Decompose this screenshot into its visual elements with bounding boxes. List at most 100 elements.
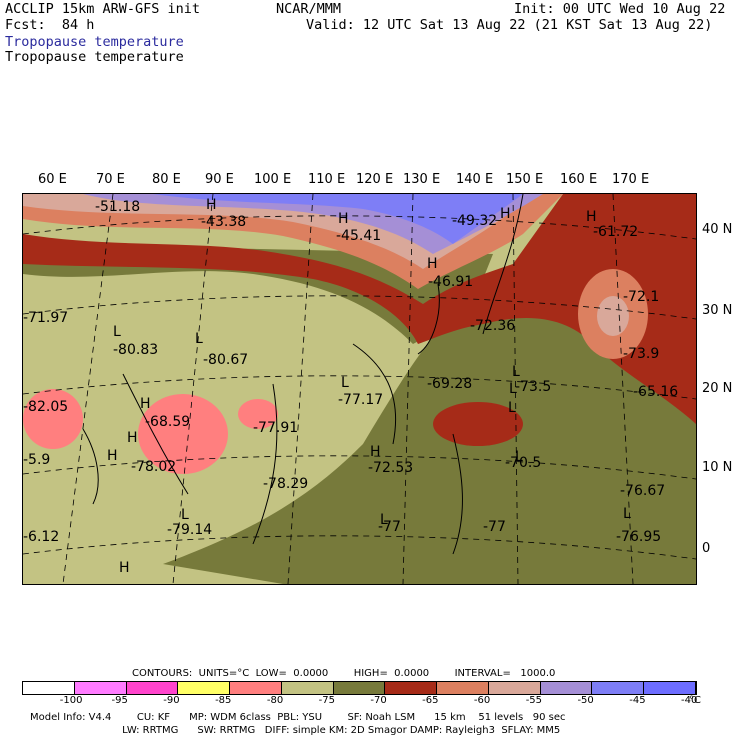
lon-label: 80 E bbox=[152, 172, 181, 187]
value-label: -72.36 bbox=[470, 318, 516, 334]
extremum-marker: L bbox=[515, 449, 523, 465]
colorbar-tick: -75 bbox=[318, 695, 335, 706]
value-label: -70.5 bbox=[505, 455, 542, 471]
colorbar-tick: -45 bbox=[629, 695, 646, 706]
value-label: -72.53 bbox=[368, 460, 414, 476]
extremum-marker: L bbox=[623, 506, 631, 522]
colorbar-tick: -50 bbox=[577, 695, 594, 706]
value-label: -73.9 bbox=[623, 346, 660, 362]
tropopause-temperature-map: -51.18 H -43.38 H -45.41 -49.32 H H -61.72 -46.91… bbox=[22, 193, 697, 585]
colorbar-swatch bbox=[644, 682, 696, 694]
model-title: ACCLIP 15km ARW-GFS init bbox=[5, 1, 201, 17]
colorbar-swatch bbox=[333, 682, 386, 694]
colorbar-swatch bbox=[281, 682, 334, 694]
value-label: -68.59 bbox=[145, 414, 191, 430]
colorbar-swatch bbox=[488, 682, 541, 694]
extremum-marker: L bbox=[508, 400, 516, 416]
lon-label: 140 E bbox=[456, 172, 494, 187]
colorbar-swatch bbox=[385, 682, 438, 694]
region-minus80-arabian bbox=[23, 389, 83, 449]
lon-label: 120 E bbox=[356, 172, 394, 187]
lon-label: 90 E bbox=[205, 172, 234, 187]
colorbar-tick: -95 bbox=[111, 695, 128, 706]
colorbar-swatch bbox=[230, 682, 282, 694]
map-canvas bbox=[23, 194, 696, 584]
extremum-marker: H bbox=[370, 444, 381, 460]
lon-label: 150 E bbox=[506, 172, 544, 187]
value-label: -80.83 bbox=[113, 342, 159, 358]
lon-label: 70 E bbox=[96, 172, 125, 187]
extremum-marker: H bbox=[119, 560, 130, 576]
colorbar-unit: °C bbox=[689, 695, 701, 706]
value-label: -77.17 bbox=[338, 392, 384, 408]
colorbar-swatch bbox=[540, 682, 593, 694]
extremum-marker: L bbox=[181, 507, 189, 523]
valid-time: Valid: 12 UTC Sat 13 Aug 22 (21 KST Sat … bbox=[306, 17, 713, 33]
org-label: NCAR/MMM bbox=[276, 1, 342, 17]
colorbar-swatch bbox=[437, 682, 489, 694]
extremum-marker: L bbox=[512, 364, 520, 380]
forecast-hour: Fcst: 84 h bbox=[5, 17, 95, 33]
coastlines bbox=[82, 194, 524, 555]
value-label: -43.38 bbox=[201, 214, 247, 230]
colorbar-swatch bbox=[592, 682, 645, 694]
extremum-marker: H bbox=[427, 256, 438, 272]
colorbar-tick: -80 bbox=[266, 695, 284, 706]
colorbar-tick: -100 bbox=[59, 695, 83, 706]
lat-label: 20 N bbox=[702, 381, 733, 396]
lat-label: 40 N bbox=[702, 222, 733, 237]
extremum-marker: L bbox=[509, 381, 517, 397]
lon-label: 60 E bbox=[38, 172, 67, 187]
value-label: -78.29 bbox=[263, 476, 309, 492]
value-label: -73.5 bbox=[515, 379, 552, 395]
colorbar-swatch bbox=[23, 682, 75, 694]
value-label: -6.12 bbox=[23, 529, 60, 545]
colorbar-tick: -85 bbox=[215, 695, 232, 706]
value-label: -45.41 bbox=[336, 228, 382, 244]
lat-label: 10 N bbox=[702, 460, 733, 475]
value-label: -72.1 bbox=[623, 289, 660, 305]
field-name-shaded: Tropopause temperature bbox=[5, 34, 184, 50]
value-label: -77 bbox=[378, 519, 401, 535]
extremum-marker: L bbox=[341, 375, 349, 391]
region-minus70 bbox=[163, 310, 696, 584]
region-minus65-patch bbox=[433, 402, 523, 446]
value-label: -80.67 bbox=[203, 352, 249, 368]
lon-label: 100 E bbox=[254, 172, 292, 187]
extremum-marker: H bbox=[206, 197, 217, 213]
extremum-marker: H bbox=[586, 209, 597, 225]
region-minus80-indochina bbox=[238, 399, 278, 429]
value-label: -65.16 bbox=[633, 384, 679, 400]
colorbar-tick: -65 bbox=[422, 695, 439, 706]
value-label: -61.72 bbox=[593, 224, 639, 240]
extremum-marker: H bbox=[107, 448, 118, 464]
contours-info: CONTOURS: UNITS=°C LOW= 0.0000 HIGH= 0.0… bbox=[132, 668, 556, 679]
value-label: -76.67 bbox=[620, 483, 666, 499]
value-label: -76.95 bbox=[616, 529, 662, 545]
model-info-line2: LW: RRTMG SW: RRTMG DIFF: simple KM: 2D … bbox=[30, 725, 561, 736]
colorbar-tick: -55 bbox=[525, 695, 543, 706]
graticule bbox=[23, 194, 696, 584]
lat-label: 30 N bbox=[702, 303, 733, 318]
value-label: -69.28 bbox=[427, 376, 473, 392]
value-label: -82.05 bbox=[23, 399, 69, 415]
colorbar-swatches bbox=[22, 681, 697, 695]
extremum-marker: H bbox=[140, 396, 151, 412]
region-minus45 bbox=[153, 194, 523, 244]
model-info-line1: Model Info: V4.4 CU: KF MP: WDM 6class P… bbox=[30, 712, 566, 723]
value-label: -5.9 bbox=[23, 452, 51, 468]
lon-label: 170 E bbox=[612, 172, 650, 187]
colorbar-swatch bbox=[126, 682, 179, 694]
value-label: -78.02 bbox=[131, 459, 177, 475]
colorbar-swatch bbox=[178, 682, 231, 694]
value-label: -79.14 bbox=[167, 522, 213, 538]
colorbar-tick: -60 bbox=[473, 695, 491, 706]
field-name-contour: Tropopause temperature bbox=[5, 49, 184, 65]
colorbar-tick: -70 bbox=[370, 695, 387, 706]
extremum-marker: L bbox=[113, 324, 121, 340]
value-label: -49.32 bbox=[452, 213, 498, 229]
value-label: -51.18 bbox=[95, 199, 141, 215]
colorbar-tick: -40 bbox=[681, 695, 698, 706]
region-minus65 bbox=[23, 194, 696, 424]
extremum-marker: H bbox=[338, 211, 349, 227]
